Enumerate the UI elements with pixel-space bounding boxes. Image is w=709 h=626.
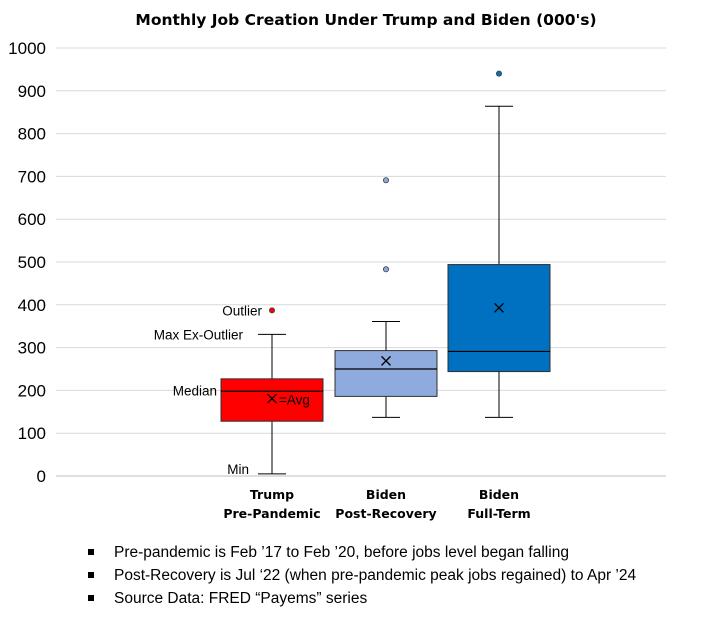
mean-marker — [494, 302, 504, 313]
footnote-text: Source Data: FRED “Payems” series — [114, 590, 368, 607]
mean-marker-stroke — [267, 393, 277, 404]
mean-marker — [381, 355, 391, 366]
annotations: Outlier Max Ex-Outlier Median Min =Avg — [154, 303, 310, 477]
y-tick-label: 400 — [18, 296, 46, 315]
y-tick-label: 100 — [18, 424, 46, 443]
y-tick-label: 300 — [18, 339, 46, 358]
category-label: Post-Recovery — [335, 506, 436, 521]
box-plot-chart: Monthly Job Creation Under Trump and Bid… — [8, 11, 666, 521]
y-tick-label: 800 — [18, 125, 46, 144]
footnote-text: Post-Recovery is Jul ‘22 (when pre-pande… — [114, 567, 637, 584]
category-label: Trump — [250, 487, 294, 502]
mean-marker-stroke — [494, 302, 504, 313]
footnote-item: Post-Recovery is Jul ‘22 (when pre-pande… — [88, 564, 636, 587]
box-group — [334, 177, 438, 418]
footnote-item: Pre-pandemic is Feb ’17 to Feb ’20, befo… — [88, 541, 636, 564]
footnotes: Pre-pandemic is Feb ’17 to Feb ’20, befo… — [88, 541, 636, 610]
y-tick-label: 200 — [18, 381, 46, 400]
footnote-item: Source Data: FRED “Payems” series — [88, 587, 636, 610]
avg-annotation: =Avg — [279, 393, 310, 408]
outlier-point — [495, 70, 502, 77]
category-labels: Trump Pre-Pandemic Biden Post-Recovery Biden… — [223, 487, 530, 521]
footnote-text: Pre-pandemic is Feb ’17 to Feb ’20, befo… — [114, 544, 569, 561]
category-label: Biden — [366, 487, 406, 502]
y-tick-label: 0 — [37, 467, 46, 486]
y-tick-label: 500 — [18, 253, 46, 272]
gridlines — [56, 47, 666, 477]
category-label: Biden — [479, 487, 519, 502]
y-tick-label: 600 — [18, 210, 46, 229]
box-group — [220, 307, 324, 475]
boxes — [220, 70, 551, 475]
median-annotation: Median — [173, 383, 217, 398]
outlier-point — [382, 266, 389, 273]
box-group — [447, 70, 551, 418]
y-tick-label: 1000 — [8, 39, 46, 58]
iqr-box — [220, 378, 324, 422]
outlier-annotation: Outlier — [222, 303, 262, 318]
min-annotation: Min — [227, 462, 249, 477]
outlier-point — [382, 177, 389, 184]
category-label: Full-Term — [467, 506, 530, 521]
max-ex-outlier-annotation: Max Ex-Outlier — [154, 327, 244, 342]
iqr-box — [334, 350, 438, 397]
iqr-box — [447, 264, 551, 373]
bullet-icon — [88, 595, 94, 601]
y-tick-label: 700 — [18, 167, 46, 186]
category-label: Pre-Pandemic — [223, 506, 320, 521]
y-axis: 0 100 200 300 400 500 600 700 800 900 1000 — [8, 39, 46, 486]
bullet-icon — [88, 549, 94, 555]
outlier-point — [268, 307, 275, 314]
bullet-icon — [88, 572, 94, 578]
mean-marker-stroke — [381, 355, 391, 366]
y-tick-label: 900 — [18, 82, 46, 101]
mean-marker — [267, 393, 277, 404]
chart-title: Monthly Job Creation Under Trump and Bid… — [135, 11, 596, 29]
